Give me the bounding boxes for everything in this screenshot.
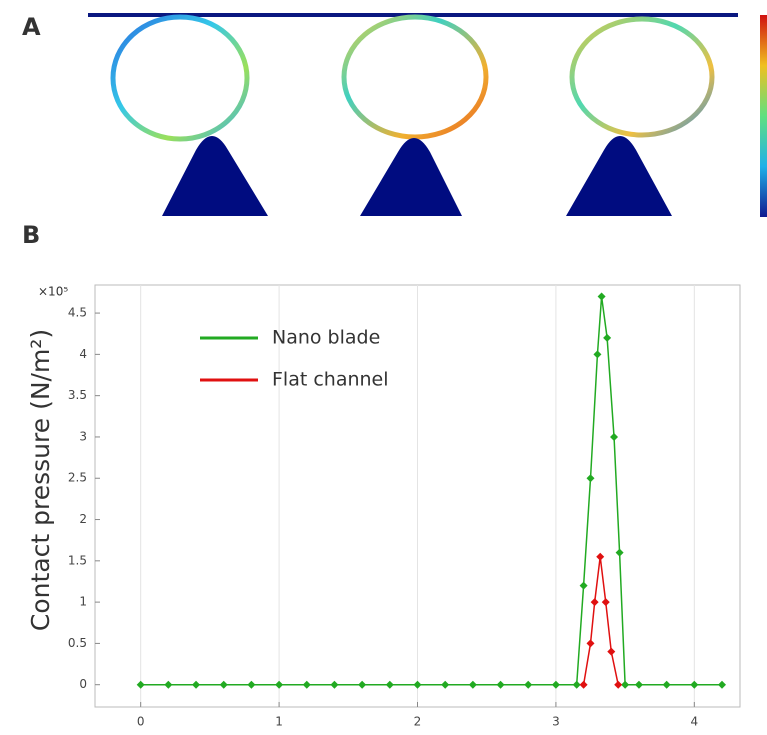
blade <box>360 138 462 216</box>
x-tick-label: 3 <box>552 715 560 729</box>
data-point <box>496 680 505 689</box>
data-point <box>621 680 630 689</box>
y-tick-label: 3 <box>79 429 87 443</box>
data-point <box>330 680 339 689</box>
x-tick-label: 0 <box>137 715 145 729</box>
blade <box>162 136 268 216</box>
data-point <box>662 680 671 689</box>
data-point <box>586 474 595 483</box>
x-tick-label: 4 <box>691 715 699 729</box>
data-point <box>718 680 727 689</box>
ring <box>110 14 250 142</box>
data-point <box>572 680 581 689</box>
data-point <box>385 680 394 689</box>
data-point <box>551 680 560 689</box>
data-point <box>275 680 284 689</box>
legend-label: Nano blade <box>272 327 380 349</box>
data-point <box>136 680 145 689</box>
panel-label: B <box>22 221 40 249</box>
data-point <box>468 680 477 689</box>
data-point <box>614 680 623 689</box>
data-point <box>586 639 595 648</box>
data-point <box>358 680 367 689</box>
legend-label: Flat channel <box>272 369 389 391</box>
data-point <box>164 680 173 689</box>
data-point <box>579 581 588 590</box>
data-point <box>192 680 201 689</box>
y-tick-label: 0 <box>79 677 87 691</box>
data-point <box>302 680 311 689</box>
series-line <box>140 296 723 686</box>
data-point <box>524 680 533 689</box>
data-point <box>247 680 256 689</box>
panel-label: A <box>22 13 41 41</box>
ring <box>341 14 489 140</box>
data-point <box>413 680 422 689</box>
data-point <box>596 552 605 561</box>
data-point <box>610 432 619 441</box>
x-tick-label: 2 <box>414 715 422 729</box>
data-point <box>634 680 643 689</box>
y-tick-label: 4.5 <box>68 306 87 320</box>
colorbar <box>760 15 767 217</box>
data-point <box>590 598 599 607</box>
y-tick-label: 1 <box>79 595 87 609</box>
data-point <box>690 680 699 689</box>
blade <box>566 136 672 216</box>
data-point <box>441 680 450 689</box>
series-line <box>582 556 619 685</box>
data-point <box>603 333 612 342</box>
y-axis-label: Contact pressure (N/m²) <box>26 329 55 631</box>
data-point <box>219 680 228 689</box>
data-point <box>607 647 616 656</box>
y-tick-label: 0.5 <box>68 636 87 650</box>
data-point <box>597 292 606 301</box>
y-tick-label: 3.5 <box>68 388 87 402</box>
data-point <box>593 350 602 359</box>
y-tick-label: 4 <box>79 347 87 361</box>
ring <box>569 16 715 138</box>
x-tick-label: 1 <box>275 715 283 729</box>
data-point <box>601 598 610 607</box>
data-point <box>615 548 624 557</box>
y-tick-label: 1.5 <box>68 553 87 567</box>
y-multiplier: ×10⁵ <box>38 285 68 299</box>
simulation-panel <box>88 13 767 217</box>
y-tick-label: 2 <box>79 512 87 526</box>
data-point <box>579 680 588 689</box>
y-tick-label: 2.5 <box>68 471 87 485</box>
